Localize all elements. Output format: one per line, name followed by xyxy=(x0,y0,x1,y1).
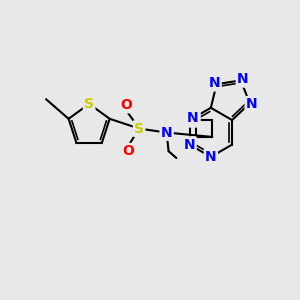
Text: S: S xyxy=(134,122,144,136)
Text: O: O xyxy=(122,144,134,158)
Text: N: N xyxy=(184,138,195,152)
Text: N: N xyxy=(187,111,198,125)
Text: S: S xyxy=(84,97,94,111)
Text: N: N xyxy=(237,72,249,86)
Text: O: O xyxy=(120,98,132,112)
Text: N: N xyxy=(188,112,200,126)
Text: N: N xyxy=(209,76,220,90)
Text: N: N xyxy=(246,97,257,111)
Text: N: N xyxy=(161,125,172,140)
Text: N: N xyxy=(205,150,217,164)
